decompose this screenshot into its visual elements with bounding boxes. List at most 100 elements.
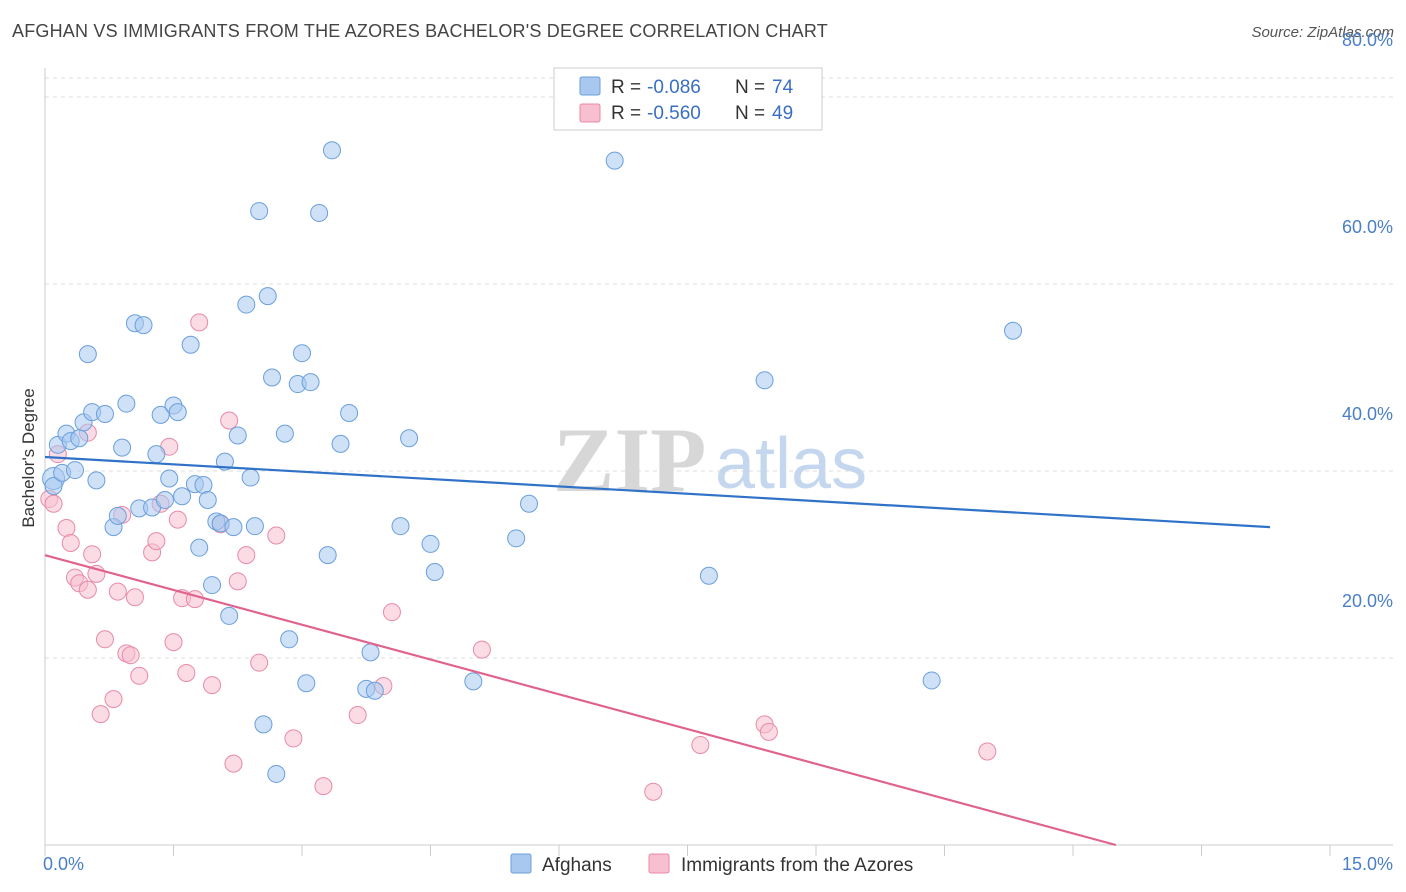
azores-point — [125, 588, 144, 607]
afghan-point — [194, 476, 213, 495]
y-tick-label: 60.0% — [1342, 217, 1393, 237]
y-tick-label: 20.0% — [1342, 591, 1393, 611]
afghan-point — [203, 576, 222, 595]
afghan-point — [421, 534, 440, 553]
azores-point — [228, 572, 247, 591]
grid-lines — [45, 77, 1393, 659]
afghan-point — [160, 469, 179, 488]
afghan-point — [250, 202, 269, 221]
azores-point — [121, 646, 140, 665]
watermark-atlas: atlas — [715, 424, 867, 504]
bottom-legend-swatch-afghans — [510, 853, 532, 874]
afghan-point — [507, 529, 526, 548]
legend-n-value-azores: 49 — [772, 103, 793, 124]
legend-swatch-azores — [579, 103, 601, 123]
azores-point — [190, 313, 209, 332]
y-tick-label: 80.0% — [1342, 30, 1393, 50]
afghan-point — [78, 345, 97, 364]
afghan-point — [95, 404, 114, 423]
legend-r-label-azores: R = — [611, 103, 641, 124]
afghan-point — [190, 538, 209, 557]
legend-n-label-azores: N = — [735, 103, 765, 124]
azores-point — [104, 690, 123, 709]
azores-point — [224, 754, 243, 773]
bottom-legend-label-azores: Immigrants from the Azores — [681, 855, 913, 876]
afghan-point — [322, 141, 341, 160]
afghan-point — [922, 671, 941, 690]
legend: R = -0.086 N = 74 R = -0.560 N = 49 — [553, 67, 823, 131]
afghan-point — [699, 566, 718, 585]
afghan-point — [464, 672, 483, 691]
afghan-point — [318, 546, 337, 565]
azores-point — [237, 546, 256, 565]
bottom-legend: Afghans Immigrants from the Azores — [510, 853, 913, 876]
afghan-point — [198, 490, 217, 509]
afghan-point — [237, 295, 256, 314]
afghan-point — [297, 674, 316, 693]
legend-n-label-afghans: N = — [735, 77, 765, 98]
afghan-point — [331, 434, 350, 453]
azores-point — [147, 532, 166, 551]
x-tick-labels: 0.0% 15.0% — [43, 854, 1393, 874]
afghan-point — [340, 404, 359, 423]
azores-point — [108, 582, 127, 601]
afghan-point — [310, 203, 329, 222]
azores-point — [44, 494, 63, 513]
afghan-point — [1004, 321, 1023, 340]
afghan-point — [70, 429, 89, 448]
azores-point — [267, 526, 286, 545]
legend-r-value-azores: -0.560 — [647, 103, 701, 124]
afghan-point — [181, 335, 200, 354]
afghan-point — [117, 394, 136, 413]
afghan-point — [224, 518, 243, 537]
y-tick-label: 40.0% — [1342, 404, 1393, 424]
azores-point — [220, 411, 239, 430]
afghan-point — [215, 452, 234, 471]
source-credit: Source: ZipAtlas.com — [1251, 24, 1394, 41]
azores-point — [759, 722, 778, 741]
afghan-point — [263, 368, 282, 387]
azores-point — [382, 603, 401, 622]
y-tick-labels: 20.0% 40.0% 60.0% 80.0% — [1342, 30, 1393, 611]
watermark-zip: ZIP — [553, 409, 706, 511]
azores-point — [168, 510, 187, 529]
azores-point — [57, 519, 76, 538]
azores-point — [83, 545, 102, 564]
azores-point — [348, 706, 367, 725]
afghan-point — [275, 424, 294, 443]
azores-point — [691, 735, 710, 754]
afghan-point — [228, 426, 247, 445]
afghan-point — [258, 287, 277, 306]
afghan-point — [365, 681, 384, 700]
afghan-point — [301, 373, 320, 392]
legend-swatch-afghans — [579, 76, 601, 96]
afghan-point — [134, 316, 153, 335]
afghan-point — [44, 476, 63, 495]
afghan-point — [245, 517, 264, 536]
afghan-point — [87, 471, 106, 490]
azores-trend-line — [44, 554, 1117, 847]
afghan-point — [520, 494, 539, 513]
azores-point — [284, 729, 303, 748]
legend-n-value-afghans: 74 — [772, 77, 794, 98]
afghan-point — [755, 371, 774, 390]
afghan-point — [425, 562, 444, 581]
legend-r-value-afghans: -0.086 — [647, 77, 701, 98]
afghan-point — [391, 517, 410, 536]
legend-r-label-afghans: R = — [611, 77, 641, 98]
x-tick-label: 15.0% — [1342, 854, 1393, 874]
y-axis-label: Bachelor's Degree — [19, 388, 38, 527]
afghan-point — [400, 429, 419, 448]
afghan-point — [168, 403, 187, 422]
afghan-point — [151, 405, 170, 424]
afghan-point — [254, 715, 273, 734]
afghans-trend-line — [44, 455, 1271, 529]
azores-point — [95, 630, 114, 649]
afghan-point — [267, 764, 286, 783]
azores-point — [91, 705, 110, 724]
azores-point — [644, 782, 663, 801]
trend-lines — [44, 455, 1271, 847]
azores-point — [78, 580, 97, 599]
azores-point — [250, 653, 269, 672]
